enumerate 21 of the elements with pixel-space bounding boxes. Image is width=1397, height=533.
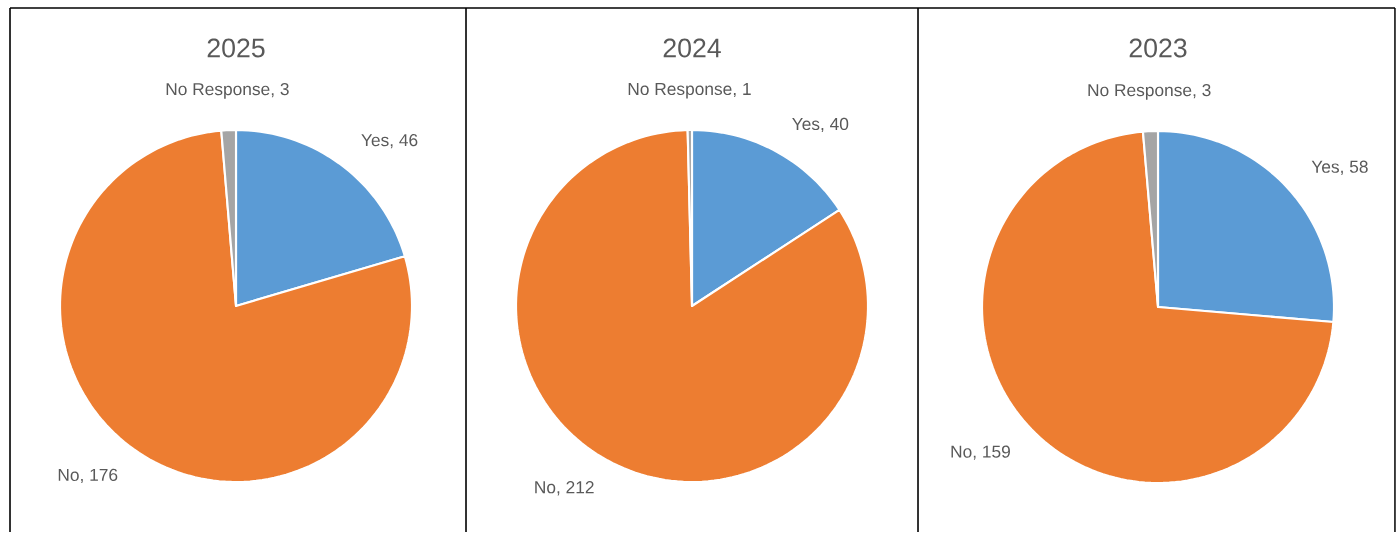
data-label: , 3 [1193,84,1211,99]
data-label: , 40 [821,117,849,133]
data-label: , 1 [733,83,751,98]
data-label: , 159 [973,445,1010,460]
data-label: , 176 [81,468,118,484]
chart-title: 2023 [1129,38,1187,58]
chart-title: 2024 [663,38,721,58]
slice-label: No Response [166,83,270,99]
slice-label: No Response [1088,84,1192,100]
data-label: , 58 [1341,160,1368,176]
chart-title: 2025 [207,38,265,58]
slice-label: Yes [792,118,820,131]
slice-label: No [535,481,556,494]
slice-label: Yes [361,134,389,147]
data-label: , 212 [557,481,594,496]
slice-label: Yes [1311,160,1339,173]
slice-label: No [951,445,972,458]
slice-label: No Response [628,83,732,99]
slice-label: No [58,469,79,482]
data-label: , 46 [390,134,418,149]
data-label: , 3 [271,83,289,98]
